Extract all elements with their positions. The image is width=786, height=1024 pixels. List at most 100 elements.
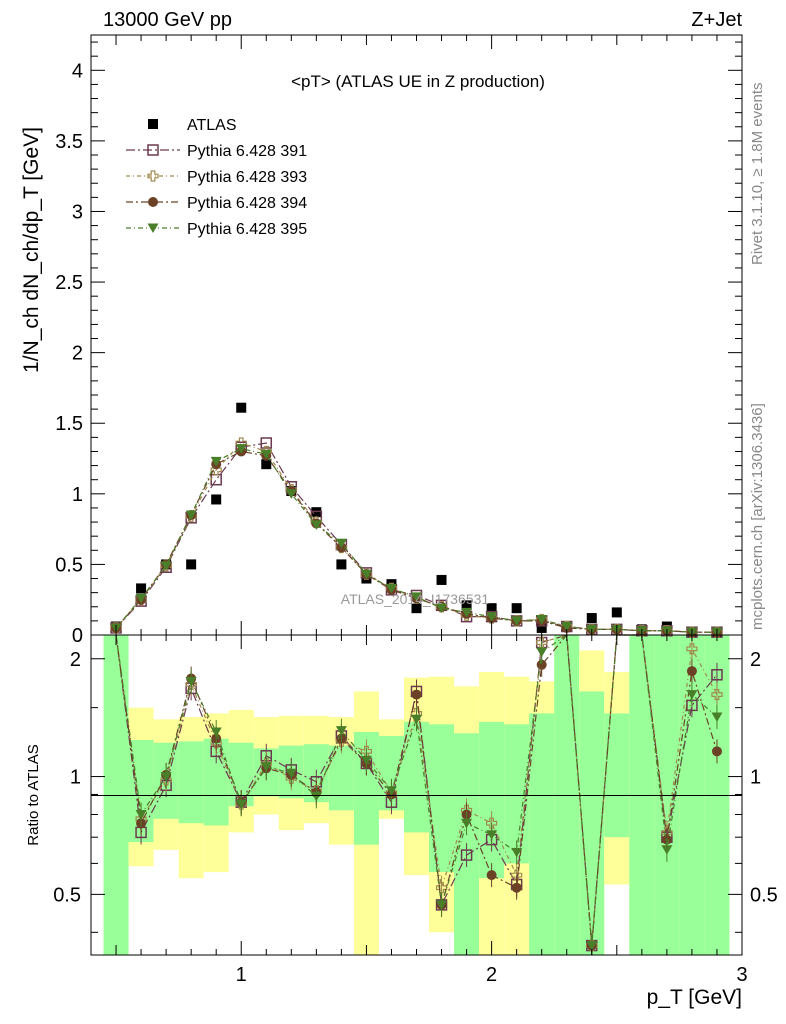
series-4-ratio-point-3 bbox=[185, 676, 197, 687]
main-series bbox=[110, 402, 723, 638]
y-tick-label-1: 0.5 bbox=[55, 554, 83, 576]
ratio-band-green bbox=[529, 713, 555, 955]
series-0-point-9 bbox=[336, 559, 347, 570]
series-0-point-1 bbox=[136, 583, 147, 594]
ratio-band-green bbox=[328, 745, 354, 811]
ratio-tick-label-right-1: 1 bbox=[750, 767, 761, 789]
series-2-ratio-point-15 bbox=[486, 817, 498, 829]
side-label-source: mcplots.cern.ch [arXiv:1306.3436] bbox=[749, 403, 766, 630]
legend-label-3: Pythia 6.428 394 bbox=[187, 195, 307, 212]
series-4-point-15 bbox=[486, 612, 498, 622]
series-2-ratio-point-23 bbox=[686, 643, 698, 655]
series-4-ratio-point-13 bbox=[436, 900, 448, 910]
series-4-ratio-point-17 bbox=[536, 647, 548, 658]
series-3-ratio-point-23 bbox=[686, 666, 697, 677]
x-tick-label-0: 1 bbox=[236, 964, 247, 986]
series-1-ratio-point-14 bbox=[460, 849, 473, 861]
series-4-ratio-point-15 bbox=[486, 830, 498, 840]
series-4-point-9 bbox=[335, 538, 347, 549]
series-0-point-15 bbox=[486, 603, 497, 614]
series-3-ratio-point-15 bbox=[486, 870, 497, 881]
series-4-ratio-point-12 bbox=[411, 714, 422, 725]
series-3-ratio-point-12 bbox=[411, 689, 422, 700]
axes: 0 0.5 1 1.5 2 2.5 3 3.5 4 1 2 3 0.5 0.5 1 1 2 2 bbox=[53, 35, 778, 986]
legend-label-4: Pythia 6.428 395 bbox=[187, 221, 307, 238]
series-4-point-7 bbox=[285, 489, 297, 499]
series-0-point-13 bbox=[436, 574, 447, 585]
header-right: Z+Jet bbox=[691, 9, 742, 31]
legend-marker-2 bbox=[147, 170, 159, 182]
series-4-point-11 bbox=[385, 583, 397, 594]
ratio-band-green bbox=[178, 741, 204, 824]
series-4-point-18 bbox=[561, 622, 573, 632]
series-4-point-12 bbox=[411, 592, 422, 602]
series-0-point-4 bbox=[211, 494, 222, 505]
series-0-point-20 bbox=[611, 607, 622, 618]
series-4-point-3 bbox=[185, 510, 197, 520]
series-4-point-6 bbox=[260, 449, 272, 460]
y-tick-label-7: 3.5 bbox=[55, 131, 83, 153]
series-4-ratio-point-1 bbox=[135, 809, 147, 820]
y-tick-label-4: 2 bbox=[72, 343, 83, 365]
legend-marker-3 bbox=[148, 197, 158, 207]
legend-marker-0 bbox=[148, 119, 158, 129]
series-4-ratio-point-16 bbox=[511, 847, 523, 858]
y-tick-label-2: 1 bbox=[72, 484, 83, 506]
series-4-point-10 bbox=[360, 569, 372, 580]
series-4-ratio-point-5 bbox=[235, 799, 247, 810]
ratio-tick-label-right-2: 2 bbox=[750, 649, 761, 671]
side-label-rivet: Rivet 3.1.10, ≥ 1.8M events bbox=[749, 83, 766, 266]
series-4-ratio-point-22 bbox=[661, 845, 673, 855]
series-4-ratio-point-2 bbox=[160, 772, 172, 782]
series-4-ratio-point-23 bbox=[686, 690, 698, 700]
watermark: ATLAS_2014_I1736531 bbox=[341, 591, 490, 607]
ratio-tick-label-right-0: 0.5 bbox=[750, 884, 778, 906]
ratio-y-axis-label: Ratio to ATLAS bbox=[25, 744, 42, 845]
series-0-point-12 bbox=[411, 603, 422, 614]
ratio-tick-label-1: 1 bbox=[70, 767, 81, 789]
series-4-ratio-point-4 bbox=[210, 727, 222, 737]
y-tick-label-5: 2.5 bbox=[55, 272, 83, 294]
series-4-ratio-point-19 bbox=[586, 941, 598, 951]
x-axis-label: p_T [GeV] bbox=[647, 986, 742, 1009]
series-0-point-16 bbox=[511, 603, 522, 614]
series-4-point-14 bbox=[461, 607, 473, 618]
chart-title: <pT> (ATLAS UE in Z production) bbox=[291, 72, 545, 91]
y-tick-label-8: 4 bbox=[72, 60, 83, 82]
ratio-band-green bbox=[429, 724, 455, 873]
series-4-ratio-point-11 bbox=[385, 786, 397, 796]
legend-marker-1 bbox=[147, 144, 159, 156]
series-4-point-4 bbox=[210, 456, 222, 467]
series-2-ratio-point-24 bbox=[711, 688, 723, 701]
series-0-point-19 bbox=[586, 613, 597, 624]
ratio-tick-label-2: 2 bbox=[70, 649, 81, 671]
series-4-point-17 bbox=[536, 614, 548, 625]
x-tick-label-2: 3 bbox=[736, 964, 747, 986]
series-1-point-4 bbox=[210, 473, 222, 486]
ratio-band-green bbox=[479, 721, 505, 879]
legend: ATLAS Pythia 6.428 391 Pythia 6.428 393 Pyt… bbox=[126, 117, 307, 238]
series-4-point-13 bbox=[436, 603, 448, 614]
series-4-point-5 bbox=[235, 444, 247, 454]
header-left: 13000 GeV pp bbox=[103, 9, 232, 31]
series-4-ratio-point-6 bbox=[260, 762, 272, 772]
series-2-ratio-point-17 bbox=[536, 636, 548, 649]
series-4-point-2 bbox=[160, 561, 172, 571]
y-tick-label-3: 1.5 bbox=[55, 413, 83, 435]
series-1-ratio-point-24 bbox=[711, 669, 723, 681]
series-0-point-6 bbox=[261, 459, 272, 470]
legend-label-1: Pythia 6.428 391 bbox=[187, 143, 307, 160]
series-4-ratio-point-7 bbox=[285, 768, 297, 779]
series-4-ratio-point-8 bbox=[310, 791, 322, 802]
series-0-point-14 bbox=[461, 600, 472, 611]
series-4-ratio-point-10 bbox=[360, 755, 372, 766]
legend-label-2: Pythia 6.428 393 bbox=[187, 169, 307, 186]
series-4-ratio-point-24 bbox=[711, 712, 723, 722]
series-2-ratio-point-16 bbox=[511, 869, 523, 881]
ratio-tick-label-0: 0.5 bbox=[53, 884, 81, 906]
series-4-ratio-point-9 bbox=[335, 726, 347, 736]
y-tick-label-0: 0 bbox=[72, 625, 83, 647]
y-axis-label: 1/N_ch dN_ch/dp_T [GeV] bbox=[20, 127, 43, 373]
series-3-ratio-point-24 bbox=[711, 746, 722, 757]
